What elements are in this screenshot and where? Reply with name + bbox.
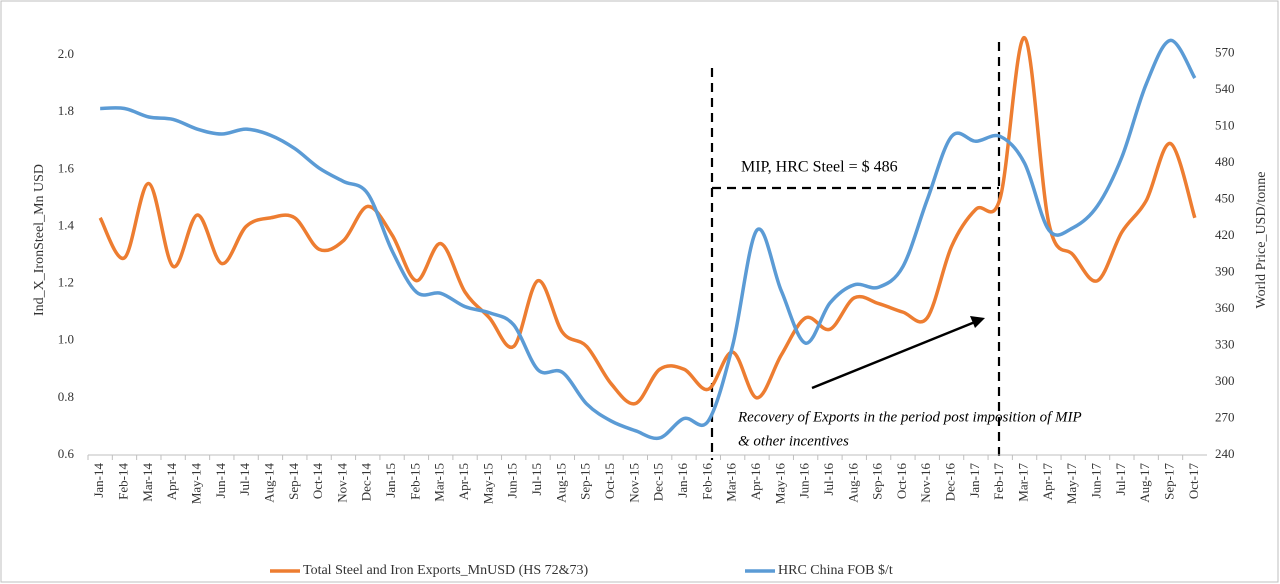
x-tick-label: Jul-15 (529, 463, 544, 496)
x-tick-label: Dec-16 (943, 463, 958, 502)
x-tick-label: Oct-15 (602, 463, 617, 499)
x-tick-label: May-14 (188, 463, 203, 505)
y2-tick-label: 510 (1215, 118, 1235, 133)
y2-tick-label: 390 (1215, 264, 1235, 279)
x-tick-label: Oct-16 (894, 463, 909, 500)
series-line (98, 36, 1197, 406)
y2-tick-label: 480 (1215, 154, 1235, 169)
x-tick-label: Sep-16 (870, 463, 885, 500)
x-tick-label: Nov-15 (626, 463, 641, 503)
series-line (100, 38, 1197, 441)
legend-label: HRC China FOB $/t (778, 563, 893, 578)
x-tick-label: Apr-16 (748, 463, 763, 501)
x-tick-label: Oct-17 (1186, 463, 1201, 500)
x-tick-label: Oct-14 (310, 463, 325, 500)
x-tick-label: Mar-14 (140, 463, 155, 502)
y-tick-label: 1.6 (58, 160, 75, 175)
y2-tick-label: 330 (1215, 337, 1235, 352)
x-tick-label: Aug-17 (1137, 463, 1152, 503)
y-tick-label: 2.0 (58, 46, 74, 61)
x-tick-label: Aug-16 (845, 463, 860, 503)
y2-tick-label: 450 (1215, 191, 1235, 206)
y-tick-label: 1.0 (58, 332, 74, 347)
recovery-annotation: & other incentives (738, 433, 849, 449)
x-tick-label: Jan-15 (383, 463, 398, 498)
x-tick-label: Jan-16 (675, 463, 690, 498)
x-tick-label: Dec-14 (359, 463, 374, 502)
x-tick-label: Jun-17 (1089, 463, 1104, 499)
x-tick-label: Apr-17 (1040, 463, 1055, 501)
x-tick-label: Mar-17 (1016, 463, 1031, 502)
x-tick-label: Jan-14 (91, 463, 106, 498)
y2-tick-label: 540 (1215, 81, 1235, 96)
x-tick-label: Aug-15 (553, 463, 568, 503)
x-tick-label: May-16 (772, 463, 787, 505)
x-tick-label: Nov-16 (918, 463, 933, 503)
y-tick-label: 1.8 (58, 103, 74, 118)
y-tick-label: 0.6 (58, 446, 75, 461)
x-tick-label: Jun-16 (797, 463, 812, 499)
y-tick-label: 0.8 (58, 389, 74, 404)
x-tick-label: Apr-14 (164, 463, 179, 501)
x-tick-label: Jul-17 (1113, 463, 1128, 496)
x-tick-label: Apr-15 (456, 463, 471, 500)
arrow (811, 320, 976, 390)
x-tick-label: Feb-16 (699, 463, 714, 500)
y2-axis-title: World Price_USD/tonne (1254, 172, 1269, 309)
y2-tick-label: 270 (1215, 410, 1235, 425)
y2-tick-label: 570 (1215, 45, 1235, 60)
x-tick-label: Jan-17 (967, 463, 982, 498)
x-tick-label: Mar-16 (724, 463, 739, 502)
x-tick-label: Sep-17 (1161, 463, 1176, 500)
x-tick-label: Sep-14 (286, 463, 301, 500)
x-tick-label: Sep-15 (578, 463, 593, 500)
y2-tick-label: 360 (1215, 300, 1235, 315)
x-tick-label: Jul-14 (237, 463, 252, 496)
y-tick-label: 1.4 (58, 217, 75, 232)
legend-label: Total Steel and Iron Exports_MnUSD (HS 7… (303, 563, 589, 578)
x-tick-label: Mar-15 (432, 463, 447, 502)
x-tick-label: Feb-17 (991, 463, 1006, 500)
x-tick-label: May-15 (480, 463, 495, 504)
x-tick-label: Nov-14 (334, 463, 349, 503)
x-tick-label: Jun-15 (505, 463, 520, 498)
y2-tick-label: 300 (1215, 373, 1235, 388)
y-tick-label: 1.2 (58, 275, 74, 290)
arrow-head (970, 316, 985, 328)
annotation-lines (710, 42, 1001, 460)
x-tick-label: Feb-15 (407, 463, 422, 500)
x-tick-label: Jun-14 (213, 463, 228, 499)
x-tick-label: Dec-15 (651, 463, 666, 501)
x-tick-label: Feb-14 (115, 463, 130, 500)
recovery-annotation: Recovery of Exports in the period post i… (737, 409, 1082, 425)
y2-tick-label: 420 (1215, 227, 1235, 242)
y2-tick-label: 240 (1215, 446, 1235, 461)
x-tick-label: May-17 (1064, 463, 1079, 505)
mip-annotation: MIP, HRC Steel = $ 486 (741, 159, 898, 176)
x-tick-label: Jul-16 (821, 463, 836, 496)
x-tick-label: Aug-14 (261, 463, 276, 503)
y-axis-title: Ind_X_IronSteel_Mn USD (32, 164, 47, 316)
